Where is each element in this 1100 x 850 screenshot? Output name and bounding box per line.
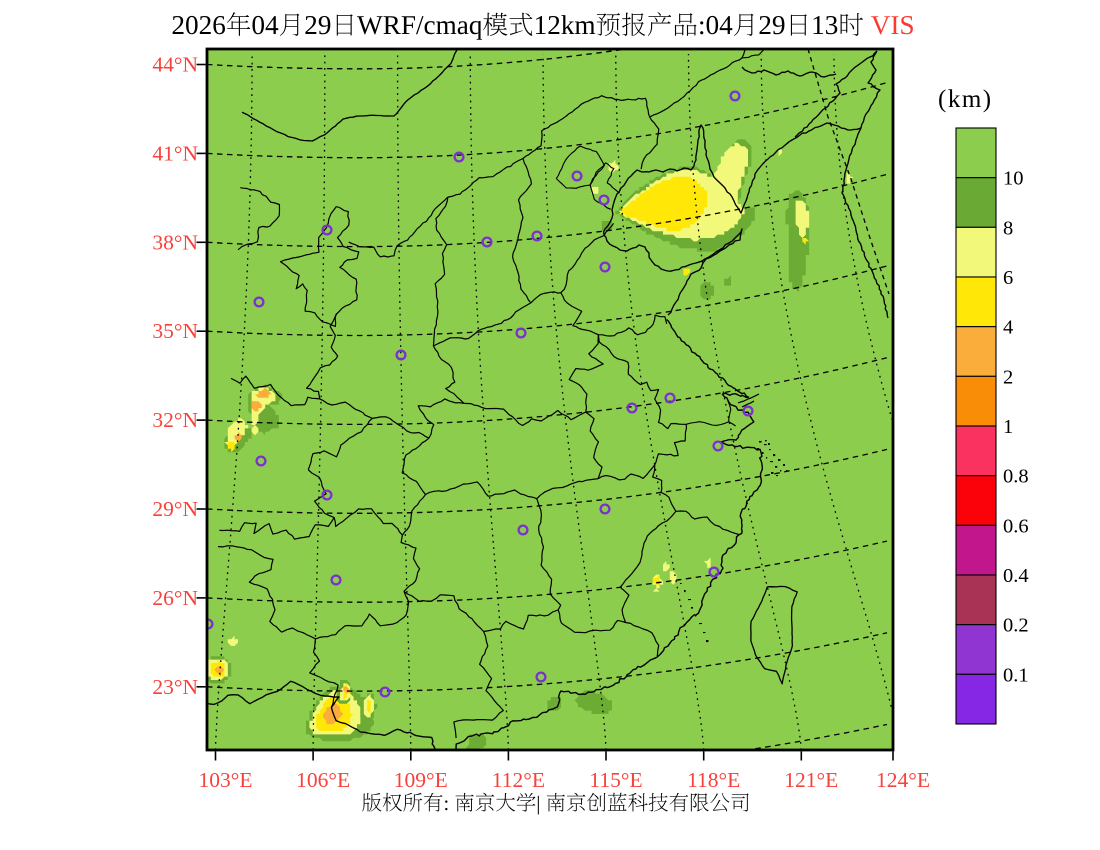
svg-text:10: 10: [1003, 168, 1024, 190]
svg-text:6: 6: [1003, 267, 1013, 289]
svg-text:38°N: 38°N: [152, 230, 198, 254]
svg-text:4: 4: [1003, 317, 1013, 339]
svg-text:109°E: 109°E: [394, 768, 448, 792]
svg-text:103°E: 103°E: [199, 768, 253, 792]
svg-text:44°N: 44°N: [152, 53, 198, 77]
svg-text:0.6: 0.6: [1003, 515, 1029, 537]
svg-text:26°N: 26°N: [152, 586, 198, 610]
svg-text:23°N: 23°N: [152, 675, 198, 699]
svg-text:121°E: 121°E: [784, 768, 838, 792]
svg-text:115°E: 115°E: [589, 768, 642, 792]
svg-text:0.1: 0.1: [1003, 664, 1029, 686]
svg-text:0.8: 0.8: [1003, 466, 1029, 488]
svg-text:2: 2: [1003, 366, 1013, 388]
svg-text:112°E: 112°E: [492, 768, 545, 792]
svg-text:118°E: 118°E: [687, 768, 740, 792]
svg-text:32°N: 32°N: [152, 408, 198, 432]
svg-text:(km): (km): [938, 86, 993, 113]
svg-text:124°E: 124°E: [876, 768, 930, 792]
svg-text:35°N: 35°N: [152, 319, 198, 343]
svg-text:106°E: 106°E: [296, 768, 350, 792]
svg-text:1: 1: [1003, 416, 1013, 438]
svg-text:29°N: 29°N: [152, 497, 198, 521]
svg-text:0.2: 0.2: [1003, 615, 1029, 637]
svg-text:41°N: 41°N: [152, 141, 198, 165]
svg-text:8: 8: [1003, 217, 1013, 239]
svg-text:0.4: 0.4: [1003, 565, 1029, 587]
